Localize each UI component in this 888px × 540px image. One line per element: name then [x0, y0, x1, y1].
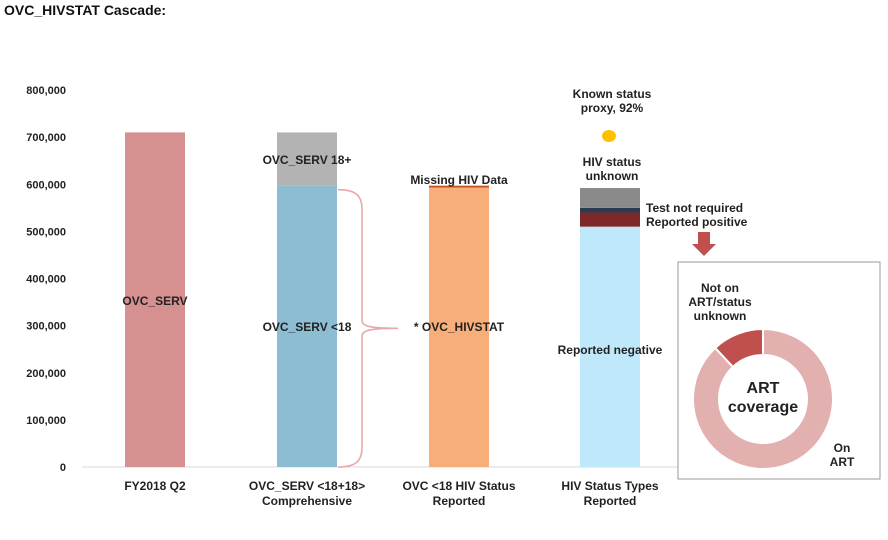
bar-segment — [277, 132, 337, 186]
label-reported-negative: Reported negative — [558, 343, 663, 357]
label-ovc-hivstat: * OVC_HIVSTAT — [414, 320, 505, 334]
y-tick-label: 0 — [60, 462, 66, 474]
y-tick-label: 200,000 — [26, 368, 66, 380]
down-arrow-icon — [692, 232, 716, 256]
y-tick-label: 500,000 — [26, 226, 66, 238]
bar-segment — [277, 185, 337, 467]
y-tick-label: 700,000 — [26, 132, 66, 144]
bar-segment — [429, 187, 489, 467]
label-ovc-serv-under18: OVC_SERV <18 — [263, 320, 352, 334]
bar-segment — [580, 207, 640, 213]
donut-label-not-on-art: Not on ART/status unknown — [688, 281, 752, 323]
donut-label-on-art: On ART — [830, 441, 855, 469]
label-known-status-proxy: Known status proxy, 92% — [573, 87, 652, 115]
bar-segment — [580, 212, 640, 227]
x-tick-label: HIV Status Types Reported — [561, 479, 658, 508]
x-tick-label: OVC <18 HIV Status Reported — [402, 479, 515, 508]
brace-connector — [337, 188, 399, 468]
bar-segment — [580, 226, 640, 467]
label-ovc-serv-18plus: OVC_SERV 18+ — [263, 153, 352, 167]
x-tick-label: FY2018 Q2 — [124, 479, 186, 493]
donut-center-label: ART coverage — [728, 380, 798, 416]
bar-segment — [125, 132, 185, 467]
proxy-dot — [602, 130, 616, 142]
page-title: OVC_HIVSTAT Cascade: — [4, 2, 167, 18]
label-reported-positive: Reported positive — [646, 215, 748, 229]
bar-segment — [580, 188, 640, 208]
y-tick-label: 600,000 — [26, 179, 66, 191]
label-ovc-serv: OVC_SERV — [122, 294, 187, 308]
label-hiv-status-unknown: HIV status unknown — [583, 155, 642, 183]
y-tick-label: 400,000 — [26, 274, 66, 286]
label-test-not-required: Test not required — [646, 201, 743, 215]
y-tick-label: 100,000 — [26, 415, 66, 427]
y-tick-label: 800,000 — [26, 85, 66, 97]
y-tick-label: 300,000 — [26, 321, 66, 333]
donut-slice — [692, 327, 834, 470]
bar-segment — [429, 185, 489, 188]
x-tick-label: OVC_SERV <18+18> Comprehensive — [249, 479, 365, 508]
label-missing-hiv-data: Missing HIV Data — [410, 173, 508, 187]
